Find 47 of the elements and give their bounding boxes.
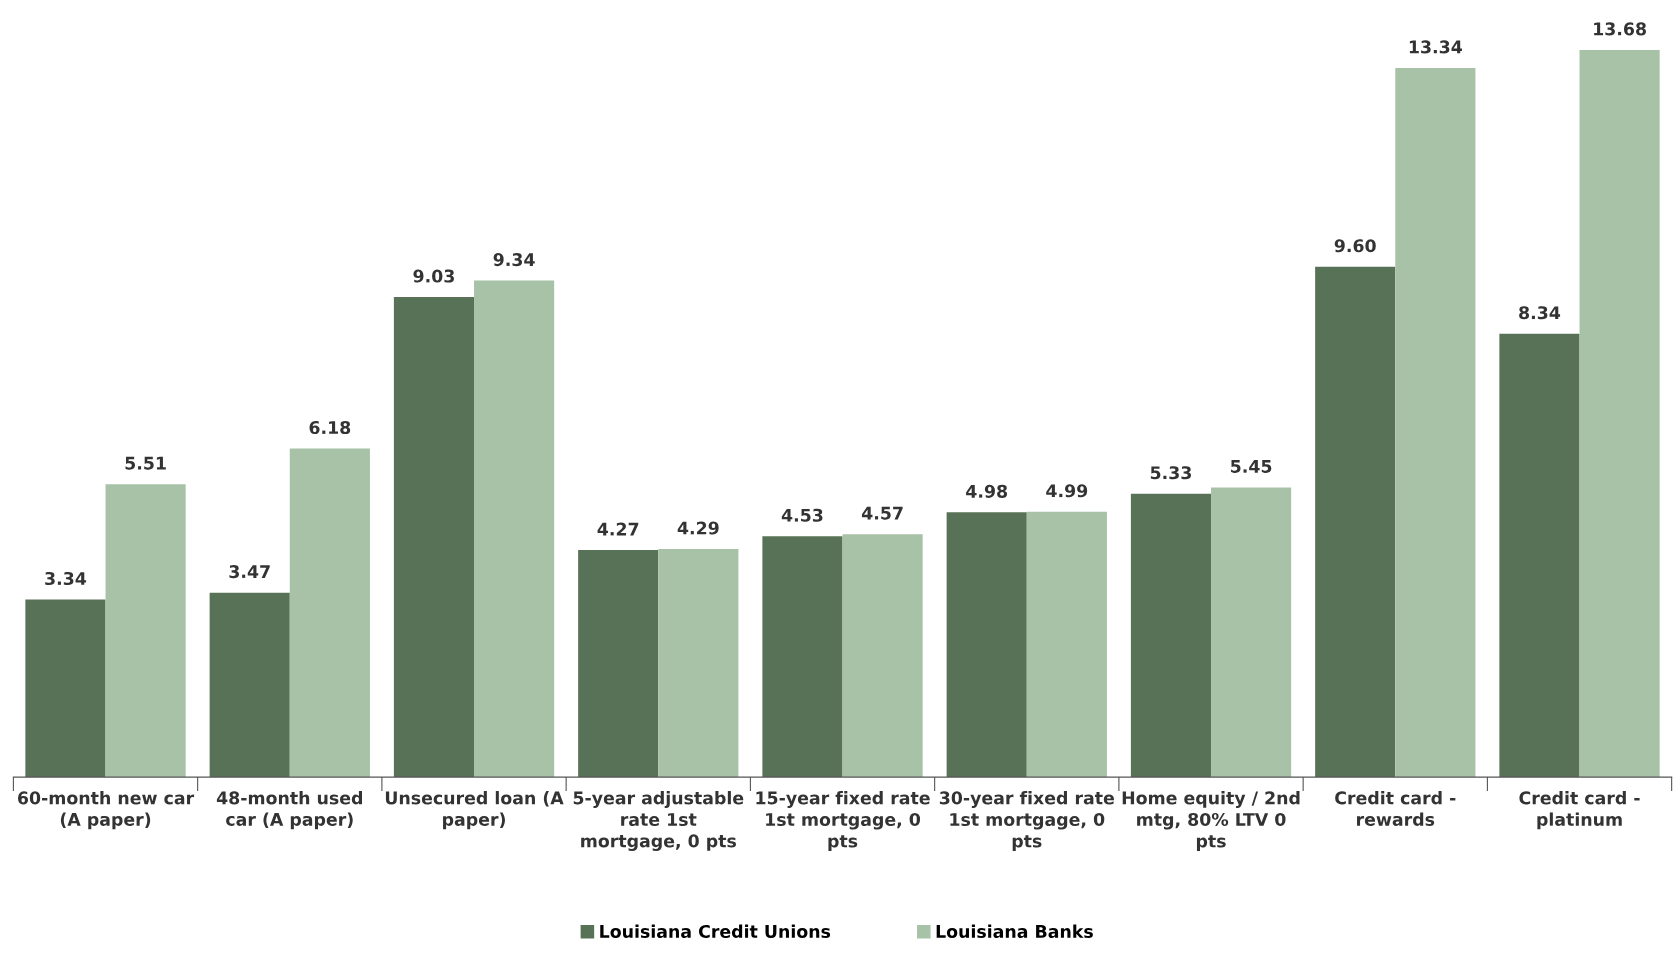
x-tick-label: 48-month used car (A paper)	[216, 791, 362, 830]
bar	[762, 536, 843, 778]
bar	[1315, 266, 1396, 778]
x-tick-label: Unsecured loan (A paper)	[385, 791, 564, 830]
bar	[946, 512, 1027, 778]
data-label: 8.34	[1519, 306, 1561, 320]
x-tick-label: Credit card - rewards	[1335, 791, 1456, 826]
data-label: 4.53	[781, 508, 823, 522]
x-tick-label: Home equity / 2nd mtg, 80% LTV 0 pts	[1122, 791, 1300, 851]
data-label: 4.57	[861, 506, 903, 520]
data-label: 6.18	[309, 420, 351, 435]
bar	[474, 280, 555, 778]
bar	[289, 448, 370, 778]
bar	[1211, 487, 1292, 778]
data-label: 4.98	[966, 484, 1008, 498]
bar	[209, 592, 290, 778]
x-tick-label: 15-year fixed rate 1st mortgage, 0 pts	[756, 791, 930, 851]
bar	[658, 549, 739, 778]
bar	[25, 599, 106, 778]
data-label: 5.33	[1150, 466, 1191, 480]
bar	[1579, 49, 1660, 778]
bar	[842, 534, 923, 778]
data-label: 5.51	[125, 456, 166, 470]
data-label: 9.60	[1334, 239, 1376, 253]
bar	[393, 297, 475, 778]
data-label: 3.34	[45, 571, 87, 586]
bar	[1130, 493, 1212, 778]
data-label: 13.68	[1594, 22, 1646, 36]
bar	[578, 550, 659, 778]
data-label: 5.45	[1231, 460, 1272, 473]
data-label: 3.47	[229, 565, 270, 579]
legend-label: Louisiana Banks	[936, 924, 1093, 939]
x-tick-label: Credit card - platinum	[1519, 791, 1640, 830]
legend-label: Louisiana Credit Unions	[600, 924, 831, 939]
bar	[1026, 511, 1107, 778]
data-label: 9.34	[493, 253, 535, 267]
data-label: 4.29	[677, 521, 719, 535]
data-label: 4.99	[1046, 484, 1088, 498]
x-tick-label: 5-year adjustable rate 1st mortgage, 0 pts	[573, 791, 744, 851]
bar	[105, 484, 186, 778]
data-label: 9.03	[413, 269, 454, 283]
bar	[1499, 333, 1580, 778]
data-label: 13.34	[1409, 40, 1463, 54]
bar	[1395, 67, 1476, 778]
x-tick-label: 30-year fixed rate 1st mortgage, 0 pts	[939, 791, 1114, 851]
x-tick-label: 60-month new car (A paper)	[17, 791, 195, 830]
data-label: 4.27	[597, 522, 639, 536]
